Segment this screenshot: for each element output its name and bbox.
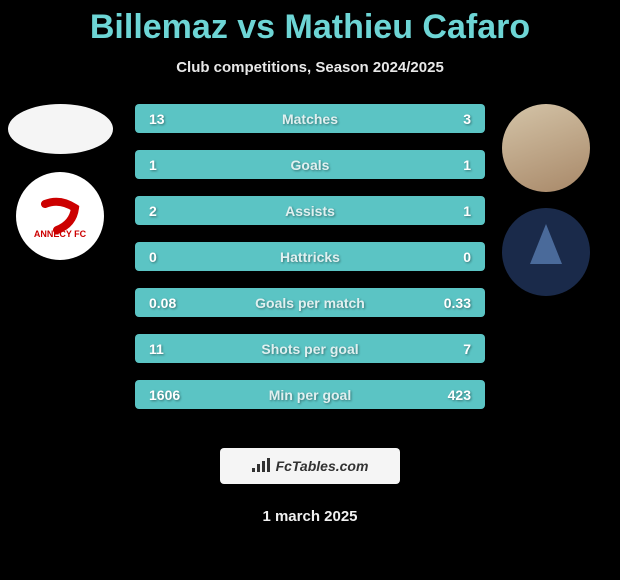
stat-left-value: 11 (149, 341, 164, 357)
stat-label: Min per goal (269, 387, 351, 403)
stat-right-value: 423 (448, 387, 471, 403)
stat-label: Goals per match (255, 295, 365, 311)
left-club-name: ANNECY FC (34, 229, 86, 240)
stat-bar-assists: 2 Assists 1 (135, 196, 485, 225)
stat-left-value: 2 (149, 203, 157, 219)
stat-bar-min-per-goal: 1606 Min per goal 423 (135, 380, 485, 409)
stat-label: Goals (291, 157, 330, 173)
stat-right-value: 1 (463, 157, 471, 173)
stat-left-value: 1606 (149, 387, 180, 403)
stat-left-value: 0.08 (149, 295, 176, 311)
page-title: Billemaz vs Mathieu Cafaro (0, 0, 620, 47)
content-area: ANNECY FC 13 Matches 3 1 Goals 1 2 Assis… (0, 104, 620, 424)
stat-label: Matches (282, 111, 338, 127)
right-player-photo-icon (502, 104, 590, 192)
stat-right-value: 3 (463, 111, 471, 127)
stat-left-value: 13 (149, 111, 165, 127)
stat-bar-matches: 13 Matches 3 (135, 104, 485, 133)
stat-label: Shots per goal (261, 341, 358, 357)
stat-right-value: 7 (463, 341, 471, 357)
stat-label: Hattricks (280, 249, 340, 265)
watermark-text: FcTables.com (276, 458, 369, 474)
stat-right-value: 0.33 (444, 295, 471, 311)
stat-left-value: 1 (149, 157, 157, 173)
right-player-column (492, 104, 612, 296)
stat-bar-hattricks: 0 Hattricks 0 (135, 242, 485, 271)
stat-bar-goals: 1 Goals 1 (135, 150, 485, 179)
stat-label: Assists (285, 203, 335, 219)
subtitle: Club competitions, Season 2024/2025 (0, 59, 620, 76)
stat-left-value: 0 (149, 249, 157, 265)
watermark-badge: FcTables.com (220, 448, 400, 484)
stat-right-value: 1 (463, 203, 471, 219)
stat-bar-goals-per-match: 0.08 Goals per match 0.33 (135, 288, 485, 317)
right-club-logo-icon (502, 208, 590, 296)
left-club-logo-icon: ANNECY FC (16, 172, 104, 260)
stat-bars-container: 13 Matches 3 1 Goals 1 2 Assists 1 0 Hat… (135, 104, 485, 426)
footer-date: 1 march 2025 (0, 508, 620, 525)
left-player-column: ANNECY FC (8, 104, 128, 260)
left-player-placeholder-icon (8, 104, 113, 154)
stat-right-value: 0 (463, 249, 471, 265)
watermark-chart-icon (252, 458, 270, 475)
stat-bar-shots-per-goal: 11 Shots per goal 7 (135, 334, 485, 363)
